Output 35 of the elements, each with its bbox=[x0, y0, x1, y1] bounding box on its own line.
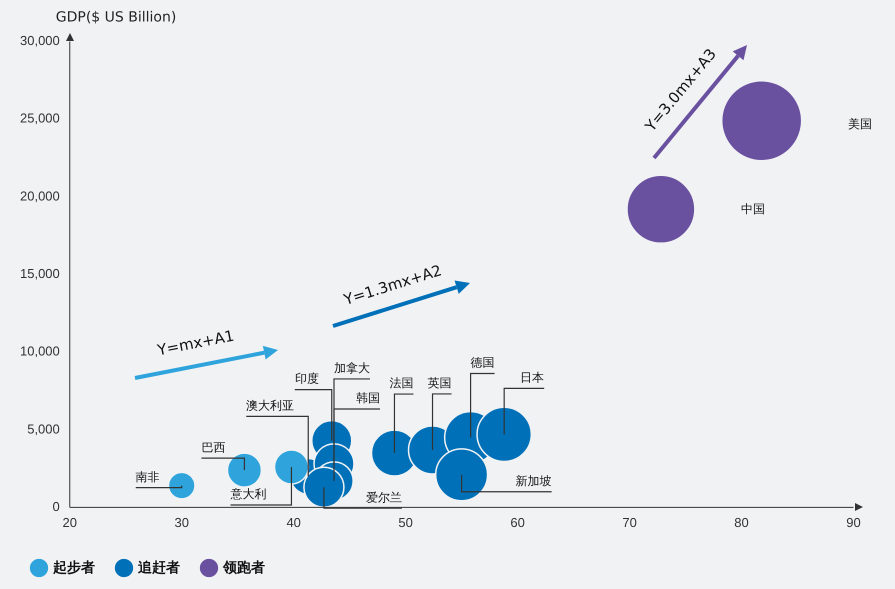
y-tick-label: 30,000 bbox=[20, 33, 60, 48]
annotation: 南非 bbox=[136, 470, 160, 484]
y-tick-label: 10,000 bbox=[20, 344, 60, 359]
annotation: Y=mx+A1 bbox=[156, 326, 236, 360]
y-tick-label: 25,000 bbox=[20, 110, 60, 126]
annotation: 澳大利亚 bbox=[246, 398, 294, 412]
legend-label: 起步者 bbox=[52, 558, 95, 575]
annotation: 加拿大 bbox=[334, 361, 370, 376]
legend-label: 追赶者 bbox=[137, 558, 180, 575]
x-tick-label: 70 bbox=[622, 514, 637, 530]
x-tick-label: 60 bbox=[510, 514, 525, 530]
annotation: 印度 bbox=[294, 372, 319, 386]
y-axis-title: GDP($ US Billion) bbox=[56, 10, 176, 26]
annotation: 爱尔兰 bbox=[366, 490, 402, 504]
annotation: 意大利 bbox=[229, 487, 266, 502]
y-tick-label: 5,000 bbox=[27, 421, 60, 436]
x-tick-label: 30 bbox=[174, 514, 189, 530]
annotation: 英国 bbox=[428, 376, 452, 390]
x-tick-label: 80 bbox=[734, 514, 749, 530]
y-tick-label: 0 bbox=[52, 498, 60, 514]
x-tick-label: 50 bbox=[398, 514, 413, 530]
x-tick-label: 40 bbox=[286, 514, 301, 530]
annotation: 中国 bbox=[741, 200, 765, 218]
annotation: 韩国 bbox=[356, 391, 380, 406]
annotation: 新加坡 bbox=[516, 474, 552, 488]
annotation: 美国 bbox=[848, 116, 872, 132]
x-tick-label: 90 bbox=[846, 514, 861, 530]
annotation: 法国 bbox=[389, 376, 414, 390]
annotation: 巴西 bbox=[201, 440, 226, 454]
y-tick-label: 20,000 bbox=[20, 188, 60, 204]
annotation: 德国 bbox=[470, 356, 495, 370]
x-tick-label: 20 bbox=[62, 514, 77, 530]
annotation: 日本 bbox=[520, 370, 544, 385]
legend-label: 领跑者 bbox=[222, 558, 265, 575]
y-tick-label: 15,000 bbox=[20, 266, 60, 282]
